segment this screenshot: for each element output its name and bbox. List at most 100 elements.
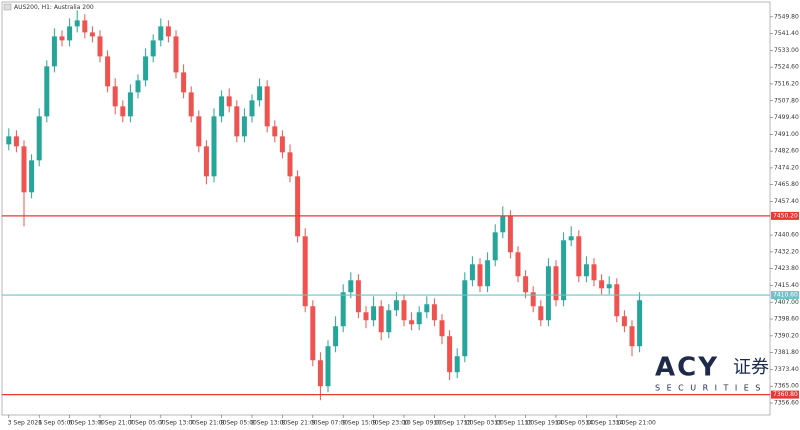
x-tick-label: 8 Sep 21:00 — [281, 420, 317, 427]
candle-body — [181, 72, 187, 93]
price-label: 7410.60 — [773, 292, 798, 299]
price-label-box — [771, 390, 799, 399]
candle-body — [59, 36, 65, 41]
candle-body — [409, 320, 415, 325]
candle-body — [485, 260, 491, 287]
x-tick-label: 6 Sep 21:00 — [99, 420, 135, 427]
y-tick-label: 7507.80 — [774, 97, 799, 104]
candle-body — [82, 20, 88, 33]
y-tick-label: 7381.80 — [774, 349, 799, 356]
candle-body — [492, 232, 498, 261]
candle-body — [13, 136, 19, 147]
candle-body — [363, 312, 369, 321]
x-tick-label: 14 Sep 13:00 — [585, 420, 625, 427]
symbol-icon — [3, 3, 12, 11]
candle-body — [545, 266, 551, 321]
candle-body — [249, 100, 255, 117]
candle-body — [105, 56, 111, 87]
x-tick-label: 9 Sep 15:00 — [342, 420, 378, 427]
x-tick-label: 8 Sep 05:00 — [221, 420, 257, 427]
y-tick-label: 7365.00 — [774, 383, 799, 390]
price-label-box — [771, 211, 799, 220]
candle-body — [226, 96, 232, 107]
candle-body — [477, 264, 483, 287]
candle-body — [36, 116, 42, 161]
candle-body — [325, 346, 331, 387]
candle-body — [538, 306, 544, 321]
candle-body — [576, 236, 582, 277]
candle-body — [279, 136, 285, 153]
price-label: 7450.20 — [773, 212, 798, 219]
candle-body — [127, 92, 133, 117]
candle-body — [348, 280, 354, 293]
candle-body — [599, 280, 605, 289]
chart-title: AUS200, H1: Australia 200 — [14, 4, 94, 11]
candle-body — [112, 86, 118, 107]
candle-body — [447, 336, 453, 373]
candle-body — [621, 316, 627, 327]
candle-body — [454, 356, 460, 373]
y-tick-label: 7524.60 — [774, 64, 799, 71]
candle-body — [340, 292, 346, 327]
y-tick-label: 7516.20 — [774, 80, 799, 87]
candle-body — [188, 92, 194, 117]
candle-body — [515, 252, 521, 277]
y-tick-label: 7432.20 — [774, 248, 799, 255]
candle-body — [416, 312, 422, 325]
candle-body — [629, 326, 635, 347]
candle-body — [21, 146, 27, 193]
x-tick-label: 14 Sep 21:00 — [616, 420, 656, 427]
candle-body — [568, 236, 574, 241]
candle-body — [333, 326, 339, 347]
candle-body — [89, 32, 95, 37]
candle-body — [287, 152, 293, 177]
candle-body — [74, 20, 80, 27]
candle-body — [203, 146, 209, 177]
candle-body — [295, 176, 301, 237]
x-tick-label: 8 Sep 13:00 — [251, 420, 287, 427]
y-tick-label: 7541.40 — [774, 30, 799, 37]
x-tick-label: 6 Sep 13:00 — [69, 420, 105, 427]
candle-body — [234, 106, 240, 137]
y-tick-label: 7373.40 — [774, 366, 799, 373]
candle-body — [135, 80, 141, 93]
candle-body — [310, 306, 316, 361]
y-tick-label: 7390.20 — [774, 332, 799, 339]
x-tick-label: 10 Sep 09:00 — [403, 420, 443, 427]
candle-body — [431, 304, 437, 321]
y-tick-label: 7549.80 — [774, 13, 799, 20]
candle-body — [211, 116, 217, 177]
candle-body — [378, 306, 384, 333]
candle-body — [530, 292, 536, 307]
candle-body — [97, 36, 103, 57]
candle-body — [219, 96, 225, 117]
candle-body — [469, 264, 475, 281]
candle-body — [507, 216, 513, 253]
candle-body — [6, 136, 12, 145]
candle-body — [257, 86, 263, 101]
candle-body — [51, 36, 57, 67]
candle-body — [272, 126, 278, 137]
candle-body — [500, 216, 506, 233]
x-tick-label: 13 Sep 03:00 — [464, 420, 504, 427]
candle-body — [606, 284, 612, 289]
candle-body — [371, 306, 377, 321]
watermark-brand: ACY — [655, 353, 719, 383]
candle-body — [29, 160, 35, 193]
candle-body — [439, 320, 445, 337]
candle-body — [393, 300, 399, 311]
price-label-box — [771, 291, 799, 300]
y-tick-label: 7533.00 — [774, 47, 799, 54]
y-tick-label: 7415.40 — [774, 282, 799, 289]
x-tick-label: 7 Sep 13:00 — [160, 420, 196, 427]
candle-body — [462, 280, 468, 357]
x-tick-label: 9 Sep 07:00 — [312, 420, 348, 427]
y-tick-label: 7440.60 — [774, 232, 799, 239]
x-tick-label: 13 Sep 11:00 — [494, 420, 534, 427]
candle-body — [264, 86, 270, 127]
x-tick-label: 6 Sep 05:00 — [38, 420, 74, 427]
candle-body — [150, 40, 156, 57]
candle-body — [523, 276, 529, 293]
